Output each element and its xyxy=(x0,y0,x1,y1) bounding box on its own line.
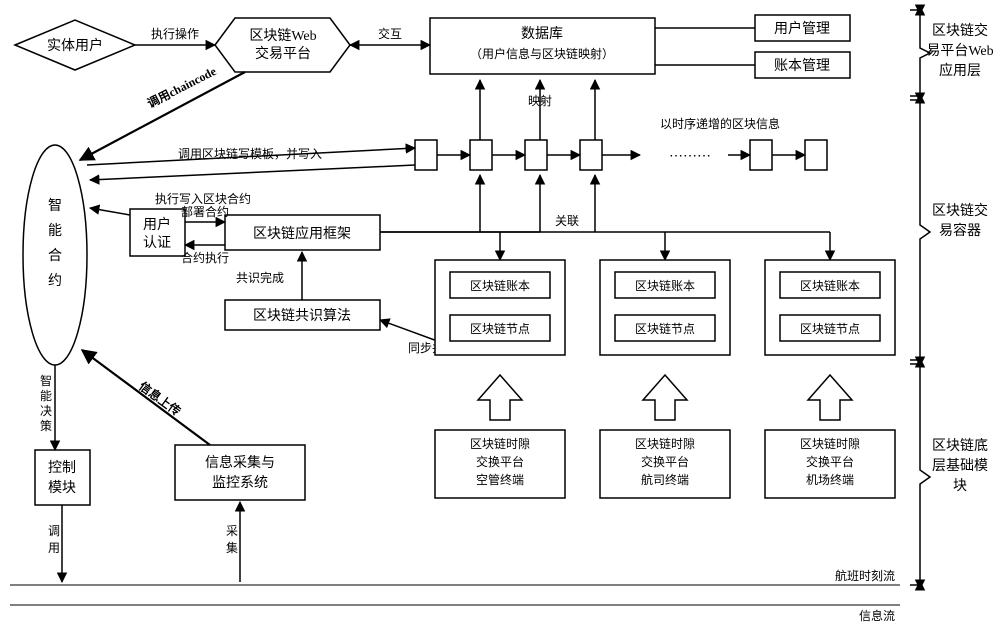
svg-text:智: 智 xyxy=(40,373,52,388)
svg-text:区块链账本: 区块链账本 xyxy=(470,278,530,293)
svg-text:能: 能 xyxy=(40,389,52,403)
peer-group-2: 区块链账本 区块链节点 xyxy=(600,260,730,355)
svg-text:区块链账本: 区块链账本 xyxy=(800,278,860,293)
svg-text:区块链时隙: 区块链时隙 xyxy=(800,436,860,451)
svg-text:易平台Web: 易平台Web xyxy=(926,43,993,59)
database-label: 数据库 xyxy=(521,26,563,42)
web-platform-l1: 区块链Web xyxy=(249,28,316,44)
edge-interact-label: 交互 xyxy=(378,26,402,41)
app-framework-label: 区块链应用框架 xyxy=(253,225,351,242)
sc-l2: 能 xyxy=(48,223,62,239)
database-sub: （用户信息与区块链映射） xyxy=(470,46,614,61)
edge-call-cc-label: 调用chaincode xyxy=(145,64,219,111)
control-module xyxy=(35,450,90,505)
peer-group-3: 区块链账本 区块链节点 xyxy=(765,260,895,355)
svg-text:交换平台: 交换平台 xyxy=(476,454,524,469)
svg-text:区块链交: 区块链交 xyxy=(932,202,988,219)
entity-user-label: 实体用户 xyxy=(47,37,103,54)
layer-bracket-bottom xyxy=(910,364,930,585)
user-auth-l2: 认证 xyxy=(143,235,171,251)
peer-group-1: 区块链账本 区块链节点 xyxy=(435,260,565,355)
svg-text:机场终端: 机场终端 xyxy=(806,472,854,487)
block-chain: ⋯⋯⋯ xyxy=(415,140,827,170)
write-tpl-label: 调用区块链写模板，并写入 xyxy=(178,146,322,161)
info-collect xyxy=(175,445,305,500)
svg-text:区块链节点: 区块链节点 xyxy=(470,321,530,336)
user-mgmt-label: 用户管理 xyxy=(774,20,830,37)
svg-text:航司终端: 航司终端 xyxy=(641,472,689,487)
assoc-label: 关联 xyxy=(555,214,579,228)
svg-text:控制: 控制 xyxy=(48,460,76,476)
svg-text:监控系统: 监控系统 xyxy=(212,475,268,491)
edge-exec-label: 执行操作 xyxy=(151,26,199,41)
svg-text:区块链时隙: 区块链时隙 xyxy=(635,436,695,451)
consensus-label: 区块链共识算法 xyxy=(253,308,351,324)
edge-sync xyxy=(380,320,440,342)
sc-l3: 合 xyxy=(48,248,62,264)
svg-text:应用层: 应用层 xyxy=(939,62,981,79)
edge-write-tpl-l xyxy=(90,165,415,180)
svg-text:易容器: 易容器 xyxy=(939,222,981,239)
user-auth-l1: 用户 xyxy=(143,216,171,233)
edge-execwrite xyxy=(90,208,130,215)
info-upload-label: 信息上传 xyxy=(136,378,184,418)
svg-text:区块链节点: 区块链节点 xyxy=(635,321,695,336)
layer-bracket-mid xyxy=(910,100,930,360)
svg-text:决: 决 xyxy=(40,404,52,418)
execwrite-label: 执行写入区块合约 xyxy=(155,191,251,206)
svg-text:区块链时隙: 区块链时隙 xyxy=(470,436,530,451)
svg-text:策: 策 xyxy=(40,419,52,433)
big-arrow-1 xyxy=(478,375,522,420)
ellipsis: ⋯⋯⋯ xyxy=(669,149,711,164)
consdone-label: 共识完成 xyxy=(236,270,284,285)
sc-l1: 智 xyxy=(48,198,62,214)
svg-text:空管终端: 空管终端 xyxy=(476,472,524,487)
svg-text:区块链底: 区块链底 xyxy=(932,438,988,454)
svg-text:采: 采 xyxy=(226,524,238,538)
svg-text:区块链账本: 区块链账本 xyxy=(635,278,695,293)
svg-text:集: 集 xyxy=(226,540,238,555)
flight-flow-label: 航班时刻流 xyxy=(835,568,895,583)
svg-text:信息采集与: 信息采集与 xyxy=(205,454,275,471)
svg-text:区块链交: 区块链交 xyxy=(932,22,988,39)
svg-text:交换平台: 交换平台 xyxy=(641,454,689,469)
sc-l4: 约 xyxy=(48,273,62,289)
svg-text:调: 调 xyxy=(48,524,60,538)
execC-label: 合约执行 xyxy=(181,250,229,265)
big-arrow-2 xyxy=(643,375,687,420)
big-arrow-3 xyxy=(808,375,852,420)
svg-text:用: 用 xyxy=(48,541,60,555)
svg-text:区块链节点: 区块链节点 xyxy=(800,321,860,336)
inc-blocks-label: 以时序递增的区块信息 xyxy=(660,116,780,131)
svg-text:块: 块 xyxy=(953,478,967,494)
ledger-mgmt-label: 账本管理 xyxy=(774,58,830,74)
deploy-label: 部署合约 xyxy=(181,204,229,219)
mapping-label: 映射 xyxy=(528,93,552,108)
web-platform-l2: 交易平台 xyxy=(255,45,311,62)
svg-text:交换平台: 交换平台 xyxy=(806,454,854,469)
svg-text:模块: 模块 xyxy=(48,480,76,496)
web-platform xyxy=(215,18,350,72)
info-flow-label: 信息流 xyxy=(859,608,895,623)
svg-text:层基础模: 层基础模 xyxy=(932,457,988,474)
